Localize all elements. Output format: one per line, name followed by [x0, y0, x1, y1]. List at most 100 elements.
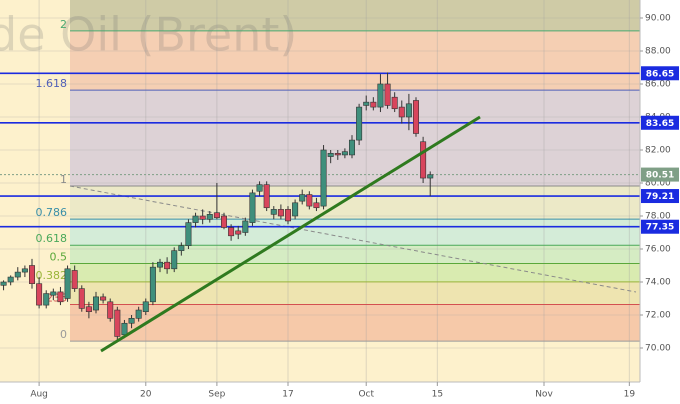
candle-body	[128, 318, 135, 324]
x-tick-label: Sep	[208, 390, 225, 400]
candle-body	[164, 261, 171, 270]
candle-body	[320, 149, 327, 207]
fib-band	[70, 185, 640, 220]
y-tick-label: 76.00	[645, 245, 671, 255]
candle-body	[235, 230, 242, 235]
candle-body	[78, 288, 85, 309]
candle-body	[363, 101, 370, 106]
x-tick-label: Aug	[30, 390, 48, 400]
fib-label: 0.786	[36, 206, 68, 219]
level-label: 86.65	[646, 69, 674, 79]
fib-band	[70, 219, 640, 246]
candle-body	[185, 222, 192, 247]
fib-band	[70, 281, 640, 305]
candle-body	[405, 103, 412, 118]
candle-body	[420, 141, 427, 179]
candle-body	[377, 83, 384, 108]
y-tick-label: 90.00	[645, 13, 671, 23]
y-tick-label: 72.00	[645, 311, 671, 321]
fib-label: 0	[60, 328, 67, 341]
level-box	[641, 115, 679, 130]
fib-band	[70, 263, 640, 282]
price-levels	[0, 72, 640, 228]
level-labels: 86.65 83.65 80.51 79.21 77.35	[641, 66, 679, 234]
level-box	[641, 189, 679, 204]
candle-body	[7, 276, 14, 283]
candle-body	[192, 215, 199, 223]
candle-body	[107, 301, 114, 319]
candle-body	[14, 271, 21, 278]
level-label: 77.35	[646, 223, 674, 233]
trend-line	[69, 185, 637, 293]
x-tick-label: Oct	[358, 390, 374, 400]
candle-body	[21, 268, 28, 273]
fib-label: 0.618	[36, 232, 68, 245]
y-tick-label: 78.00	[645, 211, 671, 221]
candle-body	[64, 268, 71, 299]
fib-band	[70, 304, 640, 342]
candle-body	[206, 214, 213, 220]
candle-body	[85, 306, 92, 313]
x-tick-label: Nov	[535, 390, 553, 400]
level-label: 83.65	[646, 119, 674, 129]
candle-body	[391, 96, 398, 110]
candle-body	[28, 265, 36, 284]
fib-label: 0.5	[50, 251, 68, 264]
x-tick-label: 17	[282, 390, 293, 400]
candle-body	[92, 296, 100, 311]
candle-body	[149, 266, 156, 303]
candle-body	[199, 215, 206, 220]
y-tick-label: 70.00	[645, 344, 671, 354]
fib-band	[70, 90, 640, 186]
candle-body	[277, 209, 284, 217]
candle-body	[57, 291, 64, 303]
fib-label: 1.618	[36, 77, 68, 90]
candle-body	[256, 184, 263, 192]
y-tick-label: 88.00	[645, 46, 671, 56]
level-box	[641, 167, 679, 182]
candle-body	[220, 215, 228, 228]
candle-body	[213, 212, 220, 218]
level-box	[641, 66, 679, 81]
candle-body	[384, 83, 391, 106]
axis-background	[0, 382, 640, 404]
candles	[0, 72, 434, 340]
y-tick-label: 80.00	[645, 178, 671, 188]
candle-body	[412, 100, 420, 134]
candle-body	[356, 106, 363, 141]
candle-body	[50, 291, 57, 296]
level-label: 79.21	[646, 192, 674, 202]
candle-body	[341, 151, 348, 156]
candle-body	[270, 209, 277, 215]
x-tick-label: 19	[624, 390, 636, 400]
fib-bands	[70, 0, 640, 342]
candle-body	[263, 184, 270, 209]
candle-body	[36, 283, 43, 306]
y-tick-label: 82.00	[645, 145, 671, 155]
candle-body	[292, 202, 299, 217]
candle-body	[43, 293, 50, 306]
y-tick-label: 74.00	[645, 278, 671, 288]
candle-body	[242, 220, 249, 233]
candle-body	[249, 192, 256, 223]
x-tick-label: 20	[140, 390, 152, 400]
candle-body	[313, 202, 320, 209]
candle-body	[306, 194, 313, 207]
candle-body	[284, 209, 292, 222]
candle-body	[114, 309, 121, 337]
candle-body	[156, 261, 164, 268]
candle-body	[334, 152, 341, 156]
trend-line	[100, 115, 481, 353]
fib-label: 2	[60, 18, 67, 31]
candle-body	[171, 250, 178, 270]
watermark: de Oil (Brent)	[0, 8, 297, 62]
fib-band	[70, 245, 640, 264]
x-tick-label: 15	[432, 390, 443, 400]
level-label: 80.51	[646, 171, 674, 181]
candle-body	[370, 101, 377, 108]
candle-body	[121, 322, 128, 336]
candle-body	[0, 281, 7, 286]
candle-body	[299, 194, 306, 202]
